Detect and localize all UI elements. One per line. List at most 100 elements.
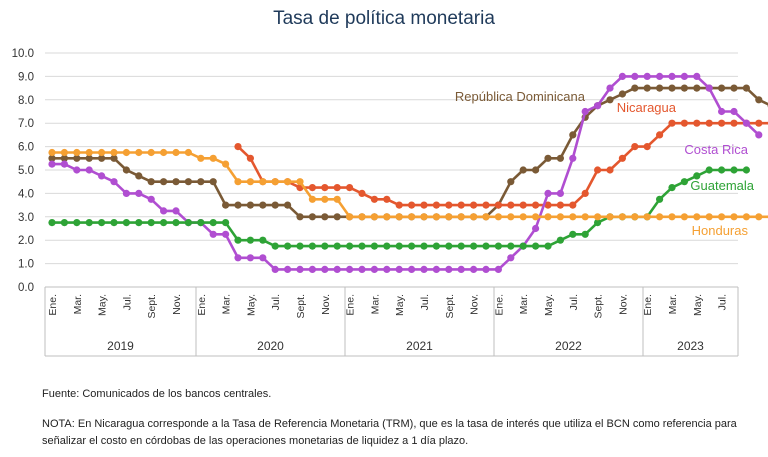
data-point xyxy=(569,131,577,139)
data-point xyxy=(358,242,366,250)
data-point xyxy=(581,189,589,197)
series-label: Honduras xyxy=(692,223,749,238)
data-point xyxy=(358,189,366,197)
data-point xyxy=(321,265,329,273)
y-tick-label: 10.0 xyxy=(12,48,34,60)
x-tick-label: Ene. xyxy=(196,294,208,316)
data-point xyxy=(172,207,180,215)
data-point xyxy=(346,242,354,250)
data-point xyxy=(395,201,403,209)
x-tick-label: Jul. xyxy=(121,294,133,310)
year-label: 2019 xyxy=(107,339,134,353)
data-point xyxy=(494,201,502,209)
data-point xyxy=(494,265,502,273)
y-tick-label: 2.0 xyxy=(18,235,34,247)
y-axis: 0.0 1.0 2.0 3.0 4.0 5.0 6.0 7.0 8.0 9.0 10.0 xyxy=(12,48,34,294)
data-point xyxy=(532,224,540,233)
data-point xyxy=(321,195,329,203)
data-point xyxy=(532,201,540,209)
data-point xyxy=(284,265,292,273)
data-point xyxy=(643,143,651,151)
data-point xyxy=(370,195,378,203)
data-point xyxy=(730,213,738,221)
data-point xyxy=(730,119,738,127)
data-point xyxy=(631,72,639,80)
x-tick-label: May. xyxy=(394,294,406,316)
x-tick-label: Mar. xyxy=(221,294,233,314)
data-point xyxy=(73,154,81,162)
data-point xyxy=(470,201,478,209)
data-point xyxy=(569,213,577,221)
y-tick-label: 0.0 xyxy=(18,282,34,294)
data-point xyxy=(246,154,254,162)
data-point xyxy=(432,201,440,209)
series-line xyxy=(237,121,768,207)
data-point xyxy=(755,131,763,139)
series-layer xyxy=(48,72,768,273)
x-tick-label: May. xyxy=(245,294,257,316)
data-point xyxy=(718,84,726,92)
data-point xyxy=(246,254,254,262)
data-point xyxy=(383,195,391,203)
data-point xyxy=(631,84,639,92)
data-point xyxy=(271,242,279,250)
data-point xyxy=(457,213,465,221)
data-point xyxy=(656,195,664,203)
data-point xyxy=(618,213,627,221)
data-point xyxy=(656,213,664,221)
data-point xyxy=(730,84,738,92)
data-point xyxy=(147,195,155,203)
series-line xyxy=(52,75,760,271)
data-point xyxy=(432,265,440,273)
data-point xyxy=(160,207,168,215)
data-point xyxy=(358,213,366,221)
data-point xyxy=(308,242,316,250)
data-point xyxy=(668,184,676,192)
data-point xyxy=(308,213,316,221)
x-tick-label: Nov. xyxy=(320,294,332,315)
data-point xyxy=(135,219,143,227)
data-point xyxy=(718,213,726,221)
data-point xyxy=(569,230,577,238)
data-point xyxy=(755,213,763,221)
data-point xyxy=(296,213,304,221)
data-point xyxy=(594,213,602,221)
data-point xyxy=(544,189,552,197)
series-nicaragua xyxy=(234,119,768,209)
data-point xyxy=(333,184,341,192)
data-point xyxy=(730,166,738,174)
data-point xyxy=(656,84,664,92)
data-point xyxy=(60,160,68,168)
data-point xyxy=(668,119,676,127)
data-point xyxy=(556,213,565,221)
data-point xyxy=(346,213,354,221)
data-point xyxy=(643,213,651,221)
data-point xyxy=(184,148,192,157)
data-point xyxy=(172,178,180,186)
y-tick-label: 8.0 xyxy=(18,95,34,107)
data-point xyxy=(445,265,453,273)
data-point xyxy=(234,236,242,244)
data-point xyxy=(457,265,465,273)
data-point xyxy=(259,178,267,186)
data-point xyxy=(569,154,577,162)
data-point xyxy=(755,96,763,104)
data-point xyxy=(544,154,552,162)
data-point xyxy=(730,107,738,116)
data-point xyxy=(259,236,267,244)
x-tick-label: Sept. xyxy=(593,294,605,319)
data-point xyxy=(259,201,267,209)
data-point xyxy=(246,178,254,186)
data-point xyxy=(718,119,726,127)
data-point xyxy=(284,201,292,209)
x-tick-label: Nov. xyxy=(617,294,629,315)
data-point xyxy=(408,213,416,221)
data-point xyxy=(60,154,68,162)
data-point xyxy=(420,201,428,209)
year-label: 2020 xyxy=(257,339,284,353)
data-point xyxy=(110,148,118,157)
data-point xyxy=(246,201,254,209)
data-point xyxy=(470,242,478,250)
data-point xyxy=(581,107,589,116)
data-point xyxy=(98,172,106,180)
